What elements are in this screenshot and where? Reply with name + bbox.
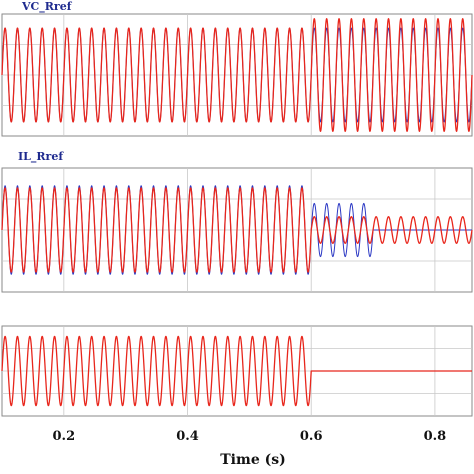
series-line-reference (1, 335, 473, 407)
x-tick-label: 0.8 (424, 429, 447, 444)
series-line-reference (1, 18, 473, 132)
panel-1: VC_Rref (1, 0, 473, 137)
panel-title: IL_Rref (18, 150, 64, 164)
panel-title: VC_Rref (21, 0, 73, 14)
x-tick-label: 0.4 (176, 429, 199, 444)
panels-group: VC_Rref IL_Rref (1, 0, 473, 417)
panel-2: IL_Rref (1, 150, 473, 293)
series-line-reference (1, 187, 473, 273)
x-axis-label: Time (s) (220, 452, 285, 468)
x-axis: 0.2 0.4 0.6 0.8 Time (s) (53, 429, 447, 468)
x-tick-label: 0.6 (300, 429, 323, 444)
x-tick-label: 0.2 (53, 429, 76, 444)
panel-3 (1, 325, 473, 417)
